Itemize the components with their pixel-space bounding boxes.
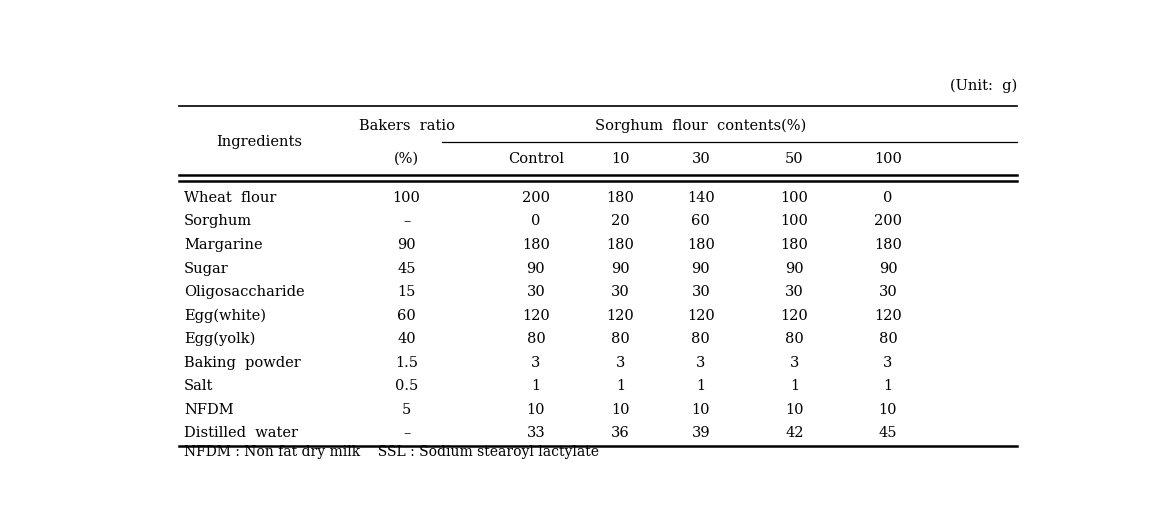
Text: –: – [402,426,411,441]
Text: 100: 100 [874,152,902,165]
Text: 0: 0 [883,191,892,205]
Text: 100: 100 [781,191,808,205]
Text: 80: 80 [527,332,545,346]
Text: 30: 30 [527,285,545,299]
Text: Ingredients: Ingredients [216,135,302,149]
Text: 15: 15 [398,285,416,299]
Text: 10: 10 [612,152,630,165]
Text: 30: 30 [785,285,804,299]
Text: Distilled  water: Distilled water [184,426,298,441]
Text: 180: 180 [781,238,808,252]
Text: Egg(yolk): Egg(yolk) [184,332,255,346]
Text: 36: 36 [611,426,630,441]
Text: 45: 45 [398,261,416,276]
Text: 120: 120 [687,309,714,323]
Text: 0: 0 [531,214,540,229]
Text: 45: 45 [879,426,897,441]
Text: 200: 200 [522,191,550,205]
Text: 100: 100 [781,214,808,229]
Text: Control: Control [508,152,564,165]
Text: 42: 42 [785,426,804,441]
Text: 80: 80 [691,332,711,346]
Text: 1: 1 [790,379,799,393]
Text: 80: 80 [879,332,897,346]
Text: 3: 3 [790,356,799,370]
Text: 10: 10 [612,403,630,417]
Text: 33: 33 [527,426,545,441]
Text: NFDM: NFDM [184,403,233,417]
Text: 90: 90 [879,261,897,276]
Text: 1: 1 [696,379,705,393]
Text: 120: 120 [781,309,808,323]
Text: 10: 10 [879,403,897,417]
Text: 180: 180 [687,238,714,252]
Text: NFDM : Non fat dry milk    SSL : Sodium stearoyl lactylate: NFDM : Non fat dry milk SSL : Sodium ste… [184,445,599,459]
Text: 120: 120 [522,309,550,323]
Text: 120: 120 [607,309,635,323]
Text: Baking  powder: Baking powder [184,356,300,370]
Text: 3: 3 [531,356,540,370]
Text: 3: 3 [696,356,705,370]
Text: 80: 80 [611,332,630,346]
Text: 60: 60 [691,214,711,229]
Text: 1.5: 1.5 [396,356,419,370]
Text: Margarine: Margarine [184,238,262,252]
Text: 30: 30 [879,285,897,299]
Text: 80: 80 [785,332,804,346]
Text: –: – [402,214,411,229]
Text: 1: 1 [531,379,540,393]
Text: 90: 90 [398,238,416,252]
Text: 180: 180 [607,191,635,205]
Text: Oligosaccharide: Oligosaccharide [184,285,305,299]
Text: 90: 90 [691,261,710,276]
Text: 90: 90 [612,261,630,276]
Text: Egg(white): Egg(white) [184,308,266,323]
Text: 140: 140 [687,191,714,205]
Text: 120: 120 [874,309,902,323]
Text: Wheat  flour: Wheat flour [184,191,276,205]
Text: 10: 10 [527,403,545,417]
Text: Sorghum  flour  contents(%): Sorghum flour contents(%) [596,119,806,133]
Text: 180: 180 [522,238,550,252]
Text: 0.5: 0.5 [396,379,419,393]
Text: 90: 90 [527,261,545,276]
Text: 3: 3 [883,356,892,370]
Text: 100: 100 [393,191,421,205]
Text: 30: 30 [691,152,711,165]
Text: 1: 1 [883,379,892,393]
Text: 50: 50 [785,152,804,165]
Text: Sugar: Sugar [184,261,229,276]
Text: 5: 5 [402,403,412,417]
Text: (%): (%) [394,152,420,165]
Text: 1: 1 [616,379,626,393]
Text: (Unit:  g): (Unit: g) [950,79,1017,93]
Text: 60: 60 [397,309,416,323]
Text: 30: 30 [691,285,711,299]
Text: 39: 39 [691,426,710,441]
Text: 40: 40 [398,332,416,346]
Text: 180: 180 [874,238,902,252]
Text: 10: 10 [785,403,804,417]
Text: 3: 3 [616,356,626,370]
Text: Bakers  ratio: Bakers ratio [359,119,454,133]
Text: 200: 200 [874,214,902,229]
Text: 30: 30 [611,285,630,299]
Text: 180: 180 [607,238,635,252]
Text: Salt: Salt [184,379,213,393]
Text: 10: 10 [691,403,710,417]
Text: 20: 20 [612,214,630,229]
Text: 90: 90 [785,261,804,276]
Text: Sorghum: Sorghum [184,214,252,229]
